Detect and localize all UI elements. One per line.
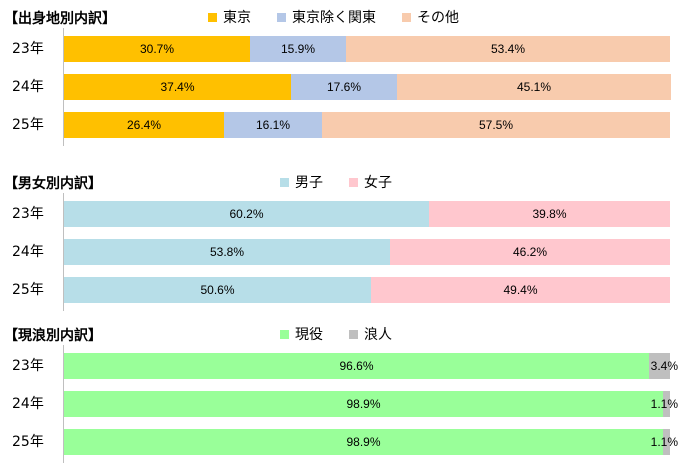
legend-item: 女子: [349, 172, 392, 192]
bar-row: 26.4% 16.1% 57.5%: [64, 112, 670, 138]
legend-swatch: [208, 12, 217, 22]
category-tick-label: 24年: [12, 396, 44, 412]
chart-legend: 東京 東京除く関東 その他: [208, 8, 485, 26]
data-label: 49.4%: [503, 283, 538, 297]
data-label: 45.1%: [516, 80, 552, 94]
bar-segment: 45.1%: [397, 74, 671, 100]
bar-segment: 3.4%: [649, 353, 678, 379]
data-label: 50.6%: [200, 283, 235, 297]
data-label: 98.9%: [346, 397, 381, 411]
data-label: 15.9%: [280, 42, 316, 56]
bar-segment: 39.8%: [429, 201, 670, 227]
data-label: 17.6%: [326, 80, 362, 94]
bar-segment: 60.2%: [64, 201, 429, 227]
chart-title: 【現浪別内訳】: [4, 328, 102, 344]
data-label: 37.4%: [160, 80, 195, 94]
chart-legend: 現役 浪人: [280, 325, 418, 343]
legend-label: 現役: [295, 327, 323, 343]
category-axis-line: [63, 345, 64, 463]
bar-row: 96.6% 3.4%: [64, 353, 678, 379]
data-label: 1.1%: [650, 397, 678, 411]
bar-row: 60.2% 39.8%: [64, 201, 670, 227]
data-label: 16.1%: [255, 118, 291, 132]
bar-row: 37.4% 17.6% 45.1%: [64, 74, 671, 100]
bar-row: 50.6% 49.4%: [64, 277, 670, 303]
legend-item: その他: [402, 7, 459, 27]
data-label: 96.6%: [339, 359, 374, 373]
chart-title: 【出身地別内訳】: [4, 11, 116, 27]
legend-item: 浪人: [349, 324, 392, 344]
data-label: 39.8%: [532, 207, 567, 221]
category-axis-line: [63, 193, 64, 311]
data-label: 53.4%: [490, 42, 526, 56]
bar-segment: 96.6%: [64, 353, 649, 379]
data-label: 3.4%: [650, 359, 678, 373]
legend-swatch: [402, 12, 411, 22]
bar-segment: 50.6%: [64, 277, 371, 303]
legend-label: 浪人: [364, 327, 392, 343]
legend-swatch: [280, 329, 289, 339]
bar-segment: 17.6%: [291, 74, 397, 100]
bar-segment: 16.1%: [224, 112, 322, 138]
bar-segment: 49.4%: [371, 277, 670, 303]
bar-segment: 98.9%: [64, 429, 663, 455]
legend-swatch: [349, 177, 358, 187]
legend-swatch: [277, 12, 286, 22]
data-label: 46.2%: [512, 245, 548, 259]
bar-row: 98.9% 1.1%: [64, 391, 678, 417]
category-tick-label: 25年: [12, 117, 44, 133]
chart-title: 【男女別内訳】: [4, 176, 102, 192]
data-label: 26.4%: [126, 118, 162, 132]
bar-row: 30.7% 15.9% 53.4%: [64, 36, 670, 62]
bar-segment: 98.9%: [64, 391, 663, 417]
bar-segment: 53.4%: [346, 36, 670, 62]
bar-segment: 37.4%: [64, 74, 291, 100]
data-label: 30.7%: [139, 42, 175, 56]
chart-panel: 【出身地別内訳】 東京 東京除く関東 その他 23年 30.7% 15.9% 53.4% 24年…: [0, 8, 690, 146]
legend-label: 男子: [295, 175, 323, 191]
data-label: 98.9%: [346, 435, 381, 449]
data-label: 53.8%: [209, 245, 245, 259]
data-label: 1.1%: [650, 435, 678, 449]
data-label: 57.5%: [478, 118, 514, 132]
bar-segment: 53.8%: [64, 239, 390, 265]
bar-segment: 1.1%: [651, 429, 678, 455]
legend-item: 東京: [208, 7, 251, 27]
category-axis-line: [63, 28, 64, 146]
bar-segment: 57.5%: [322, 112, 670, 138]
legend-item: 東京除く関東: [277, 7, 376, 27]
category-tick-label: 23年: [12, 41, 44, 57]
bar-segment: 30.7%: [64, 36, 250, 62]
legend-item: 現役: [280, 324, 323, 344]
chart-panel: 【男女別内訳】 男子 女子 23年 60.2% 39.8% 24年 53.8% 46.2% 25年…: [0, 173, 690, 311]
legend-label: 女子: [364, 175, 392, 191]
bar-segment: 1.1%: [651, 391, 678, 417]
bar-row: 53.8% 46.2%: [64, 239, 670, 265]
legend-label: 東京除く関東: [292, 10, 376, 26]
category-tick-label: 24年: [12, 79, 44, 95]
legend-item: 男子: [280, 172, 323, 192]
category-tick-label: 23年: [12, 206, 44, 222]
chart-panel: 【現浪別内訳】 現役 浪人 23年 96.6% 3.4% 24年 98.9% 1.1% 25年 98…: [0, 325, 690, 463]
legend-label: 東京: [223, 10, 251, 26]
bar-segment: 46.2%: [390, 239, 670, 265]
chart-legend: 男子 女子: [280, 173, 418, 191]
legend-swatch: [349, 329, 358, 339]
data-label: 60.2%: [229, 207, 264, 221]
bar-row: 98.9% 1.1%: [64, 429, 678, 455]
bar-segment: 26.4%: [64, 112, 224, 138]
legend-swatch: [280, 177, 289, 187]
category-tick-label: 23年: [12, 358, 44, 374]
category-tick-label: 25年: [12, 434, 44, 450]
bar-segment: 15.9%: [250, 36, 346, 62]
category-tick-label: 25年: [12, 282, 44, 298]
category-tick-label: 24年: [12, 244, 44, 260]
legend-label: その他: [417, 10, 459, 26]
